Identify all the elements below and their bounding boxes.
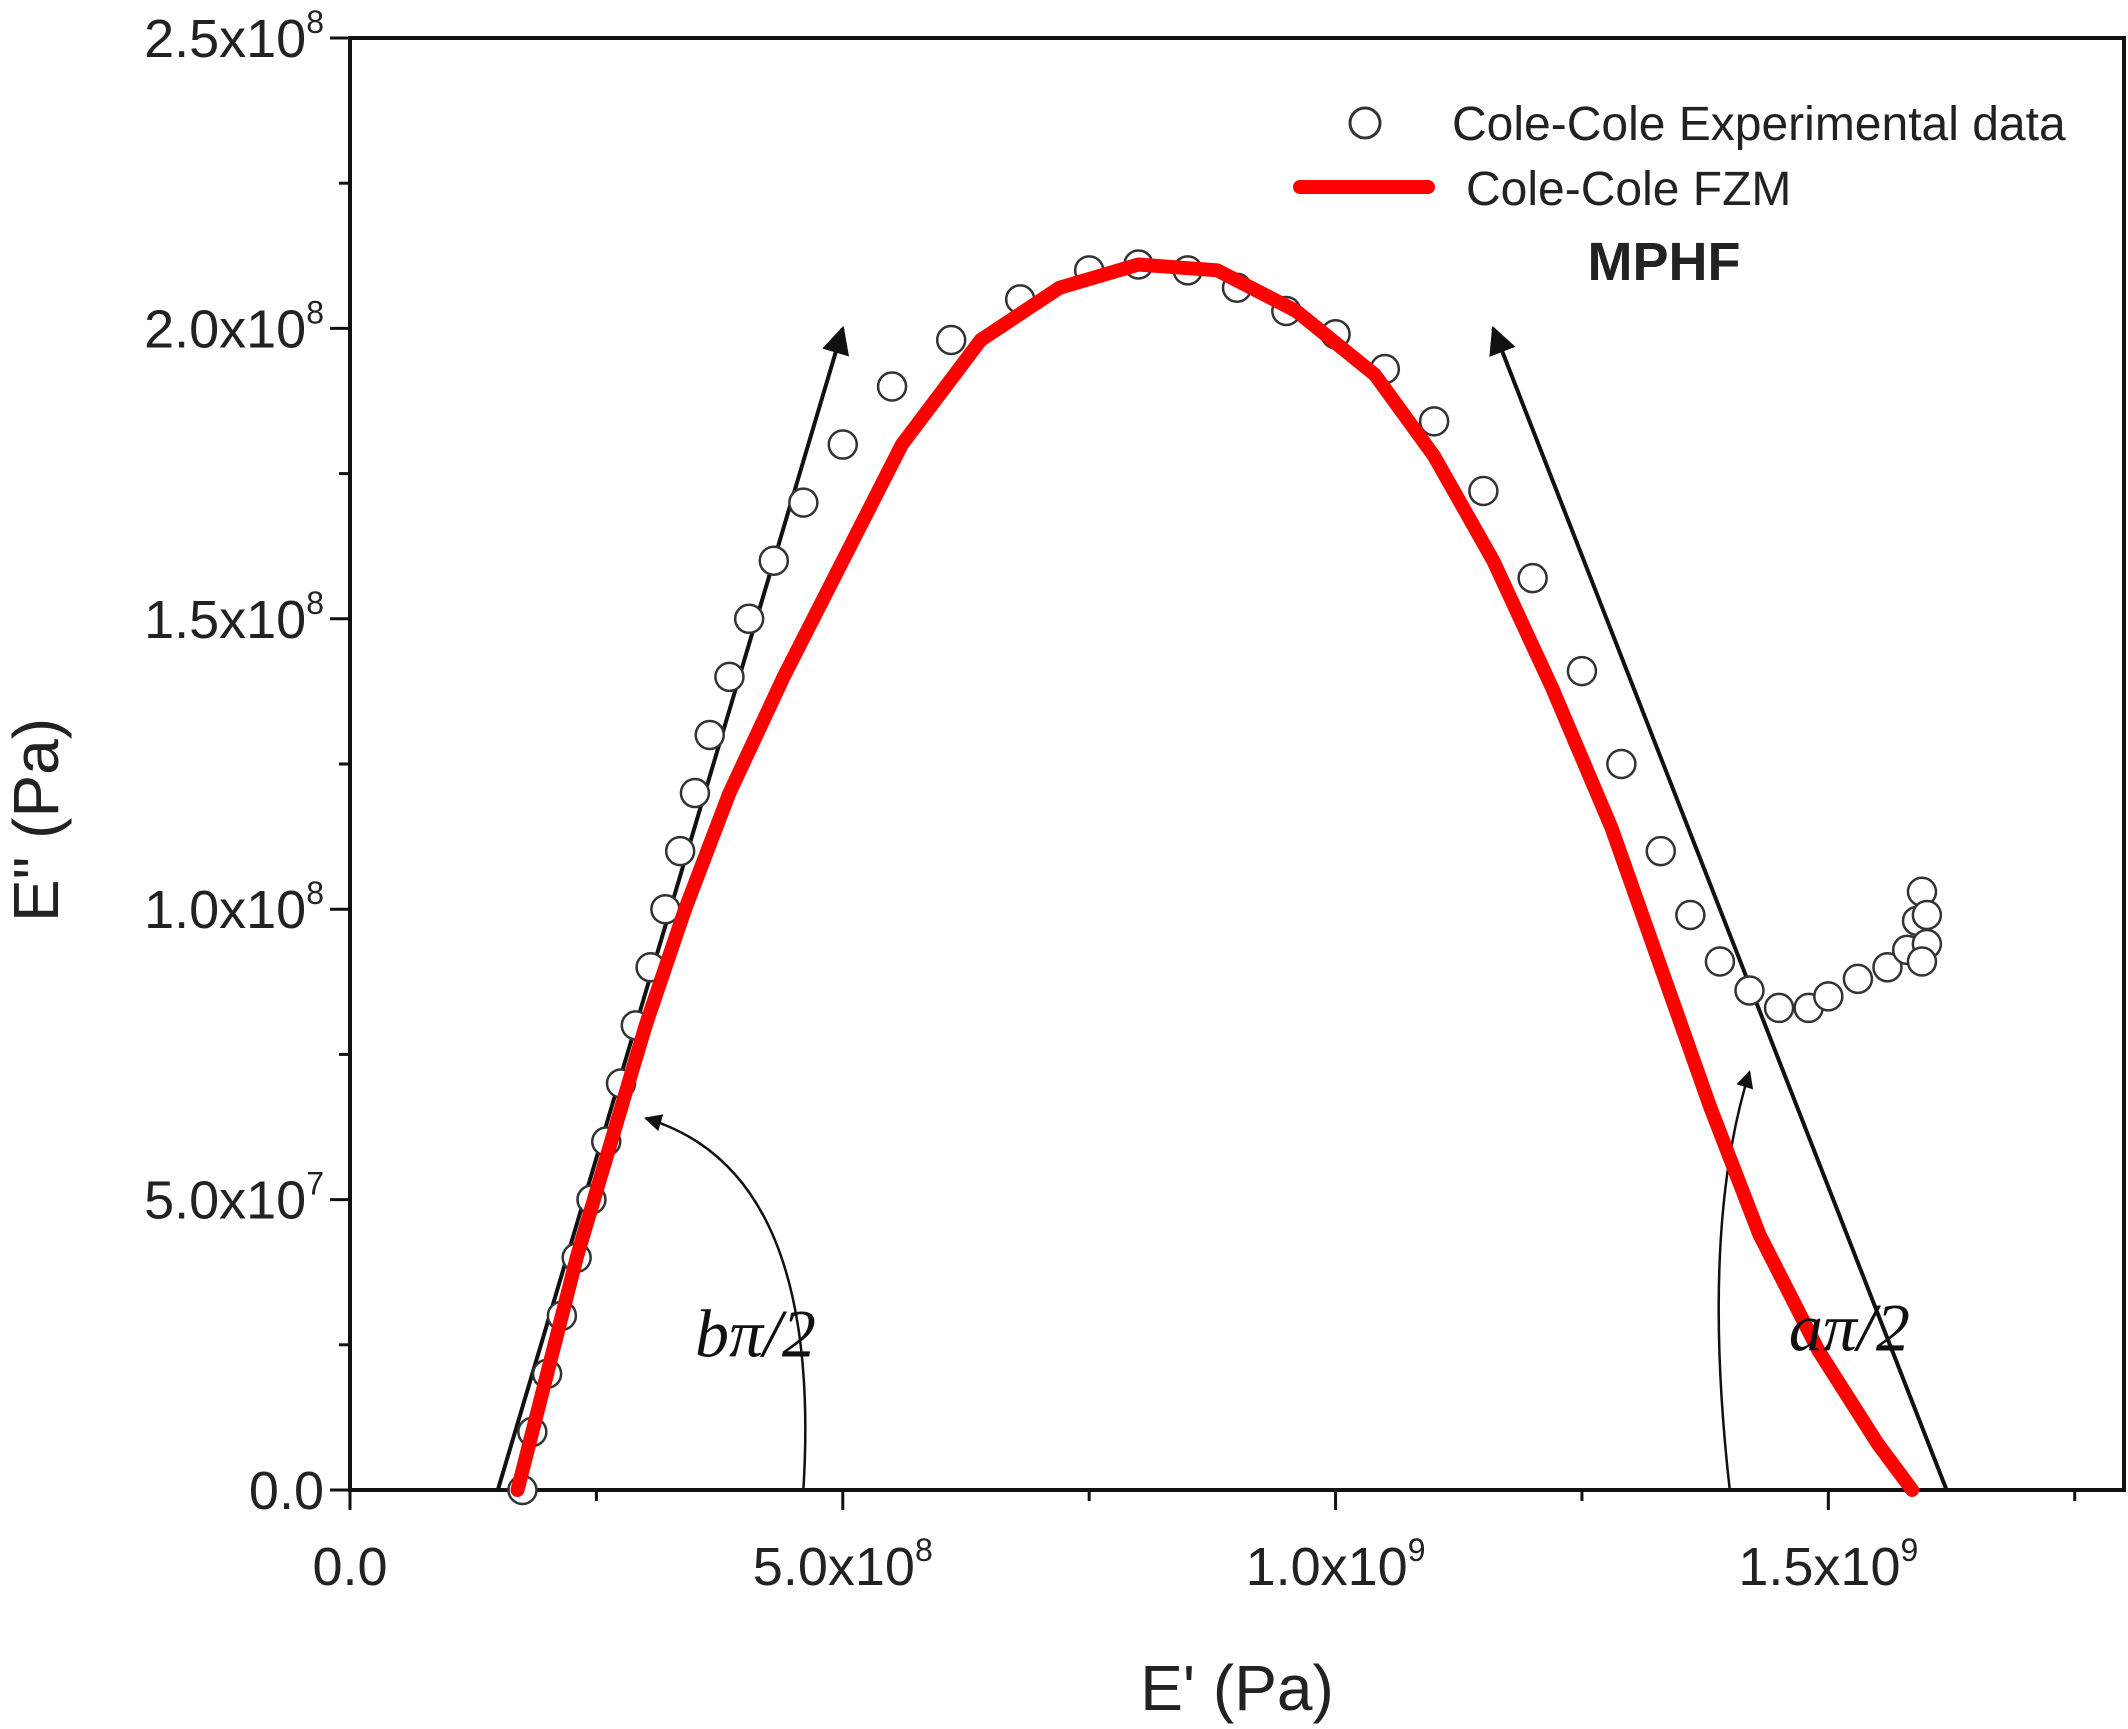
- y-tick-mantissa: 5.0x10: [144, 1171, 306, 1231]
- y-tick-exponent: 8: [306, 4, 324, 40]
- x-tick-label: 0.0: [312, 1537, 387, 1597]
- experimental-data-point: [1675, 899, 1706, 931]
- experimental-data-point: [694, 719, 725, 751]
- y-tick-label: 2.5x108: [144, 4, 324, 69]
- experimental-data-point: [714, 661, 745, 693]
- y-tick-mantissa: 2.5x10: [144, 9, 306, 69]
- x-axis-title: E' (Pa): [1140, 1652, 1334, 1724]
- x-tick-label: 1.0x109: [1246, 1532, 1426, 1597]
- experimental-data-point: [758, 545, 790, 576]
- x-tick-label: 5.0x108: [753, 1532, 933, 1597]
- experimental-data-point: [679, 777, 711, 809]
- y-tick-exponent: 8: [306, 585, 324, 621]
- x-tick-label: 1.5x109: [1738, 1532, 1918, 1597]
- y-tick-mantissa: 0.0: [249, 1461, 324, 1521]
- angle-arc-arrow: [643, 1114, 807, 1491]
- y-tick-exponent: 7: [306, 1166, 324, 1202]
- angle-label: bπ/2: [695, 1295, 816, 1371]
- y-tick-mantissa: 2.0x10: [144, 299, 306, 359]
- fzm-fit-line: [510, 257, 1920, 1497]
- angle-arc-arrow: [1717, 1070, 1754, 1491]
- x-tick-exponent: 9: [1901, 1532, 1919, 1568]
- y-tick-mantissa: 1.0x10: [144, 880, 306, 940]
- experimental-data-point: [1468, 475, 1499, 507]
- experimental-data-point: [1645, 835, 1677, 867]
- angle-annotations: bπ/2 aπ/2: [695, 1290, 1910, 1372]
- y-tick-label: 1.0x108: [144, 875, 324, 940]
- x-axis-ticks: 0.0 5.0x108 1.0x109 1.5x109: [312, 1490, 2077, 1597]
- chart-title: MPHF: [1588, 232, 1741, 292]
- experimental-data-point: [1517, 562, 1548, 594]
- x-tick-mantissa: 1.0x10: [1246, 1537, 1408, 1597]
- y-tick-exponent: 8: [306, 875, 324, 911]
- angle-label: aπ/2: [1789, 1290, 1910, 1366]
- x-tick-mantissa: 5.0x10: [753, 1537, 915, 1597]
- experimental-data-point: [1911, 899, 1943, 931]
- legend-label-experimental: Cole-Cole Experimental data: [1452, 98, 2066, 151]
- experimental-data-point: [1813, 981, 1844, 1012]
- y-tick-label: 5.0x107: [144, 1166, 324, 1231]
- experimental-data-point: [827, 429, 859, 460]
- plot-frame: [348, 36, 2126, 1492]
- legend-marker-experimental: [1348, 106, 1382, 140]
- experimental-data-point: [1734, 975, 1765, 1006]
- experimental-data-point: [733, 603, 765, 635]
- experimental-data-point: [788, 487, 819, 518]
- experimental-data-point: [1842, 963, 1874, 995]
- x-tick-mantissa: 0.0: [312, 1537, 387, 1597]
- experimental-data-point: [1606, 748, 1637, 780]
- y-tick-label: 1.5x108: [144, 585, 324, 650]
- experimental-data-point: [1906, 946, 1938, 977]
- experimental-data-point: [1704, 946, 1736, 977]
- experimental-data-point: [1566, 655, 1598, 687]
- y-axis-title: E" (Pa): [0, 718, 72, 922]
- angle-arcs: [643, 1070, 1754, 1491]
- y-tick-mantissa: 1.5x10: [144, 590, 306, 650]
- experimental-data-point: [1418, 406, 1450, 437]
- legend: Cole-Cole Experimental data Cole-Cole FZ…: [1293, 98, 2066, 292]
- x-tick-mantissa: 1.5x10: [1738, 1537, 1900, 1597]
- experimental-data-point: [664, 835, 696, 867]
- experimental-data-point: [1763, 992, 1795, 1024]
- tangent-arrow: [1489, 325, 1949, 1491]
- experimental-data-point: [1872, 952, 1903, 983]
- fzm-fit-series: [510, 257, 1920, 1497]
- x-tick-exponent: 9: [1408, 1532, 1426, 1568]
- experimental-data-point: [876, 371, 908, 402]
- y-tick-label: 2.0x108: [144, 294, 324, 359]
- legend-label-fzm: Cole-Cole FZM: [1466, 163, 1791, 216]
- y-tick-exponent: 8: [306, 294, 324, 330]
- experimental-data-point: [935, 324, 967, 356]
- y-tick-label: 0.0: [249, 1461, 324, 1521]
- x-tick-exponent: 8: [915, 1532, 933, 1568]
